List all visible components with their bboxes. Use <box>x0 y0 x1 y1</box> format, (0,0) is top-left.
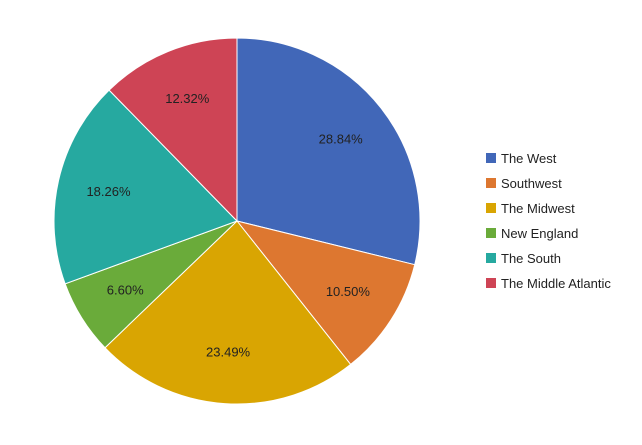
legend-swatch <box>486 178 496 188</box>
legend-item-southwest: Southwest <box>486 176 562 191</box>
legend-item-the-south: The South <box>486 251 561 266</box>
legend-label: The South <box>501 251 561 266</box>
legend-swatch <box>486 228 496 238</box>
legend-swatch <box>486 253 496 263</box>
legend: The West Southwest The Midwest New England T… <box>486 151 611 291</box>
pie-slice-the-middle-atlantic <box>108 37 238 223</box>
pie-slices <box>53 37 421 405</box>
pie-slice-the-south <box>53 89 238 285</box>
data-label-the-middle-atlantic: 12.32% <box>165 91 210 106</box>
data-label-the-south: 18.26% <box>86 184 131 199</box>
legend-swatch <box>486 203 496 213</box>
legend-label: New England <box>501 226 578 241</box>
data-label-the-midwest: 23.49% <box>206 344 251 359</box>
data-label-the-west: 28.84% <box>319 132 364 147</box>
data-label-southwest: 10.50% <box>326 284 371 299</box>
legend-item-the-midwest: The Midwest <box>486 201 575 216</box>
legend-label: The West <box>501 151 557 166</box>
legend-swatch <box>486 153 496 163</box>
legend-item-the-middle-atlantic: The Middle Atlantic <box>486 276 611 291</box>
legend-item-the-west: The West <box>486 151 557 166</box>
legend-label: The Middle Atlantic <box>501 276 611 291</box>
legend-item-new-england: New England <box>486 226 578 241</box>
data-label-new-england: 6.60% <box>107 283 144 298</box>
legend-label: The Midwest <box>501 201 575 216</box>
pie-slice-the-midwest <box>104 220 352 405</box>
legend-swatch <box>486 278 496 288</box>
pie-slice-southwest <box>235 220 416 366</box>
legend-label: Southwest <box>501 176 562 191</box>
pie-data-labels: 28.84% 10.50% 23.49% 6.60% 18.26% 12.32% <box>86 91 370 359</box>
pie-slice-the-west <box>236 37 421 266</box>
